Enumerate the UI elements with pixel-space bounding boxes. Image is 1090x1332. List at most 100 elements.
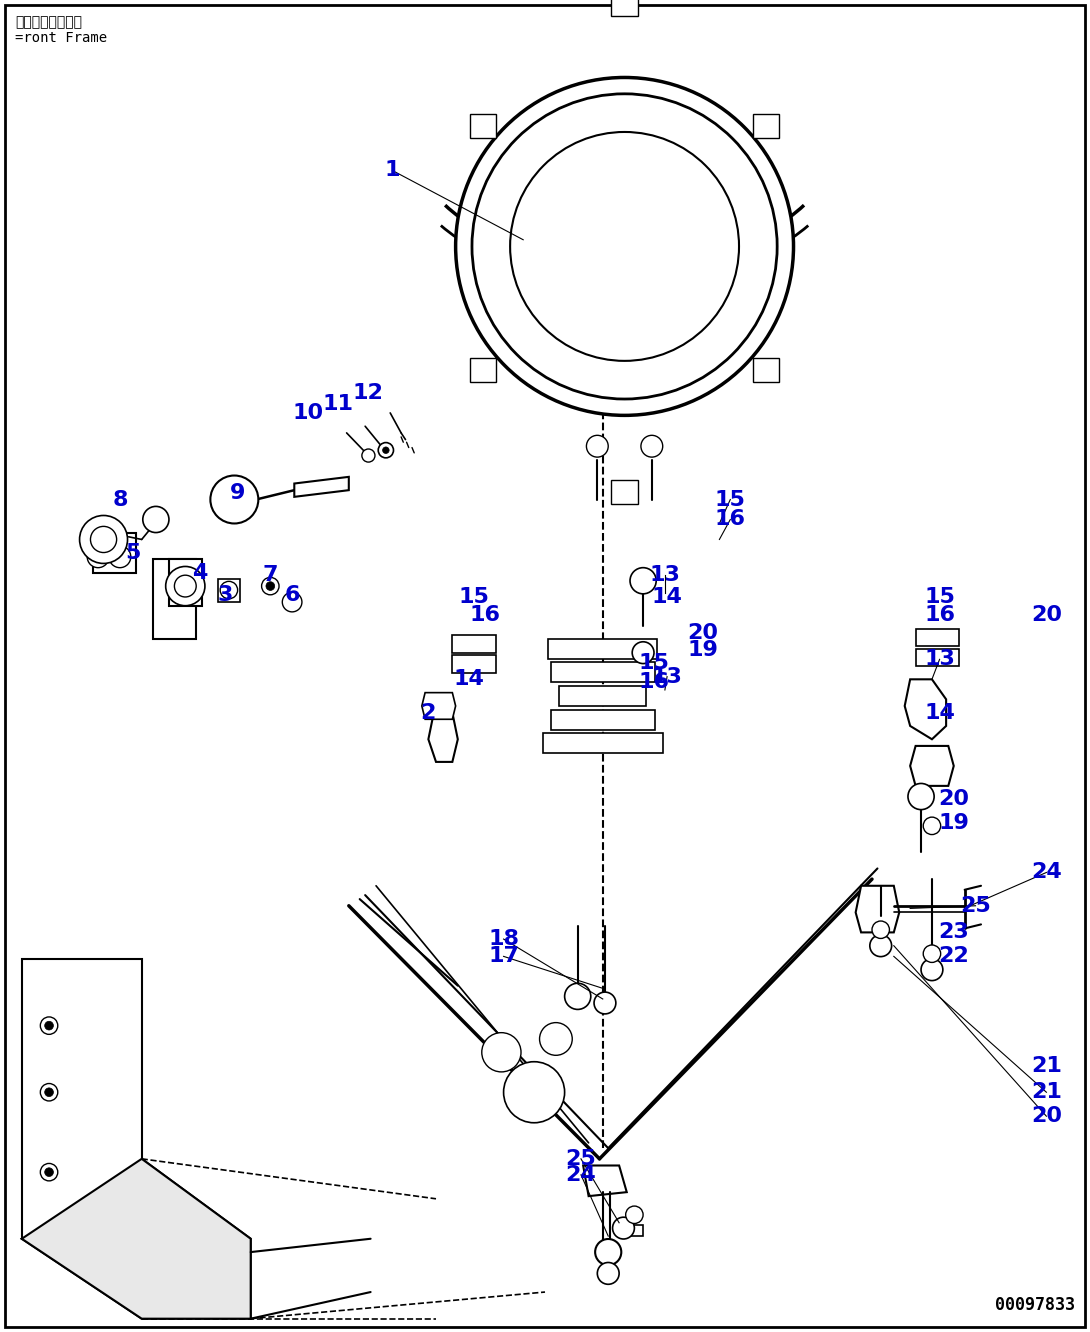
- Polygon shape: [753, 358, 779, 382]
- Text: 14: 14: [652, 586, 682, 607]
- Polygon shape: [611, 480, 638, 503]
- Text: 21: 21: [1031, 1082, 1062, 1103]
- Polygon shape: [611, 0, 638, 16]
- Text: 7: 7: [263, 565, 278, 586]
- Circle shape: [40, 1163, 58, 1181]
- Text: 10: 10: [293, 402, 324, 424]
- Text: 13: 13: [924, 649, 955, 670]
- Polygon shape: [428, 713, 458, 762]
- Text: フコントフレーム
=ront Frame: フコントフレーム =ront Frame: [15, 15, 107, 45]
- Polygon shape: [218, 579, 240, 602]
- Circle shape: [870, 935, 892, 956]
- Polygon shape: [470, 358, 496, 382]
- Text: 8: 8: [112, 489, 128, 510]
- Polygon shape: [22, 1159, 251, 1319]
- Polygon shape: [93, 533, 136, 573]
- Circle shape: [540, 1023, 572, 1055]
- Polygon shape: [169, 559, 202, 606]
- Polygon shape: [153, 559, 196, 639]
- Circle shape: [362, 449, 375, 462]
- Circle shape: [504, 1062, 565, 1123]
- Text: 15: 15: [639, 653, 669, 674]
- Circle shape: [482, 1032, 521, 1072]
- Polygon shape: [552, 710, 655, 730]
- Circle shape: [40, 1083, 58, 1102]
- Text: 1: 1: [385, 160, 400, 181]
- Circle shape: [641, 436, 663, 457]
- Text: 25: 25: [960, 895, 991, 916]
- Polygon shape: [22, 959, 142, 1239]
- Text: 6: 6: [284, 585, 300, 606]
- Text: 9: 9: [230, 482, 245, 503]
- Polygon shape: [753, 113, 779, 137]
- Polygon shape: [452, 655, 496, 673]
- Circle shape: [632, 642, 654, 663]
- Circle shape: [80, 515, 128, 563]
- Polygon shape: [583, 1166, 627, 1196]
- Text: 2: 2: [421, 702, 436, 723]
- Text: 12: 12: [353, 382, 384, 404]
- Circle shape: [630, 567, 656, 594]
- Polygon shape: [916, 629, 959, 646]
- Circle shape: [166, 566, 205, 606]
- Text: 19: 19: [938, 813, 969, 834]
- Circle shape: [872, 920, 889, 939]
- Polygon shape: [543, 733, 663, 753]
- Text: 19: 19: [688, 639, 718, 661]
- Circle shape: [266, 582, 275, 590]
- Polygon shape: [294, 477, 349, 497]
- Circle shape: [45, 1022, 53, 1030]
- Circle shape: [210, 476, 258, 523]
- Text: 20: 20: [1031, 1106, 1062, 1127]
- Circle shape: [45, 1088, 53, 1096]
- Text: 20: 20: [1031, 605, 1062, 626]
- Circle shape: [626, 1205, 643, 1224]
- Circle shape: [594, 992, 616, 1014]
- Circle shape: [174, 575, 196, 597]
- Text: 24: 24: [1031, 862, 1062, 883]
- Polygon shape: [548, 639, 657, 659]
- Circle shape: [109, 546, 131, 567]
- Polygon shape: [552, 662, 655, 682]
- Polygon shape: [22, 1159, 251, 1319]
- Polygon shape: [470, 113, 496, 137]
- Text: 20: 20: [688, 622, 718, 643]
- Text: 4: 4: [192, 562, 207, 583]
- Polygon shape: [905, 679, 946, 739]
- Text: 20: 20: [938, 789, 969, 810]
- Circle shape: [220, 581, 238, 599]
- Polygon shape: [559, 686, 646, 706]
- Circle shape: [565, 983, 591, 1010]
- Circle shape: [262, 577, 279, 595]
- Circle shape: [923, 944, 941, 963]
- Circle shape: [40, 1016, 58, 1035]
- Text: 16: 16: [639, 671, 669, 693]
- Text: 16: 16: [715, 509, 746, 530]
- Text: 16: 16: [924, 605, 955, 626]
- Circle shape: [613, 1217, 634, 1239]
- Text: 16: 16: [470, 605, 500, 626]
- Circle shape: [586, 436, 608, 457]
- Text: 15: 15: [924, 586, 955, 607]
- Circle shape: [90, 526, 117, 553]
- Text: 24: 24: [566, 1164, 596, 1185]
- Circle shape: [45, 1168, 53, 1176]
- Circle shape: [595, 1239, 621, 1265]
- Circle shape: [383, 448, 389, 453]
- Circle shape: [87, 546, 109, 567]
- Text: 15: 15: [459, 586, 489, 607]
- Polygon shape: [856, 886, 899, 932]
- Circle shape: [510, 132, 739, 361]
- Text: 13: 13: [650, 565, 680, 586]
- Text: 14: 14: [453, 669, 484, 690]
- Text: 17: 17: [488, 946, 519, 967]
- Circle shape: [378, 442, 393, 458]
- Circle shape: [456, 77, 794, 416]
- Circle shape: [282, 593, 302, 611]
- Polygon shape: [452, 635, 496, 653]
- Circle shape: [908, 783, 934, 810]
- Polygon shape: [630, 1225, 643, 1236]
- Circle shape: [472, 93, 777, 400]
- Text: 5: 5: [125, 542, 141, 563]
- Polygon shape: [422, 693, 456, 719]
